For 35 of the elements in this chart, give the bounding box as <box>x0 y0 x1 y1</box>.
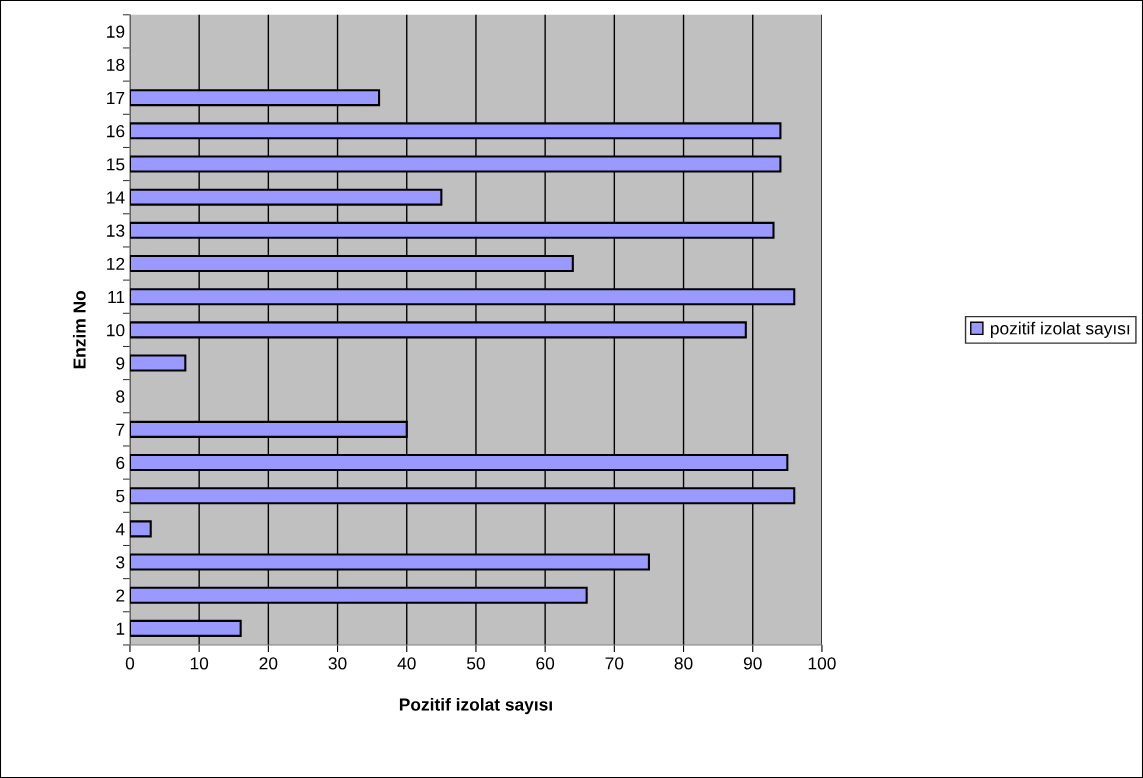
x-tick-label: 40 <box>397 657 416 670</box>
y-tick-label: 7 <box>116 423 125 436</box>
y-tick-label: 17 <box>107 92 125 104</box>
x-axis-title: Pozitif izolat sayısı <box>399 697 552 715</box>
y-axis-title: Enzim No <box>72 291 86 369</box>
y-tick-label: 9 <box>116 357 125 370</box>
x-tick-label: 70 <box>605 657 624 670</box>
y-tick-label: 16 <box>107 125 125 138</box>
x-tick-label: 30 <box>328 657 347 670</box>
y-tick-label: 12 <box>107 257 125 270</box>
y-tick-label: 6 <box>116 456 125 469</box>
legend-label: pozitif izolat sayısı <box>990 321 1130 338</box>
x-tick-label: 100 <box>808 657 836 670</box>
x-tick-label: 50 <box>466 657 485 670</box>
bar <box>129 520 152 538</box>
bar <box>129 354 187 372</box>
y-tick-label: 19 <box>107 25 125 38</box>
y-tick-label: 15 <box>107 158 125 171</box>
y-tick-label: 4 <box>115 523 125 536</box>
x-tick-label: 80 <box>674 657 693 670</box>
y-tick-label: 11 <box>108 291 125 303</box>
y-tick-label: 3 <box>116 556 125 569</box>
y-tick-label: 14 <box>107 191 125 204</box>
x-tick-label: 20 <box>259 657 278 670</box>
x-tick-label: 60 <box>536 657 555 670</box>
y-tick-label: 10 <box>107 324 125 337</box>
y-tick-label: 5 <box>116 490 125 503</box>
y-tick-label: 8 <box>116 390 125 403</box>
x-tick-label: 90 <box>743 657 762 670</box>
y-tick-label: 2 <box>116 589 125 602</box>
x-tick-label: 0 <box>125 657 135 670</box>
y-tick-label: 18 <box>107 58 125 71</box>
y-tick-label: 1 <box>116 622 125 635</box>
y-tick-label: 13 <box>107 224 125 237</box>
x-tick-label: 10 <box>190 657 209 670</box>
